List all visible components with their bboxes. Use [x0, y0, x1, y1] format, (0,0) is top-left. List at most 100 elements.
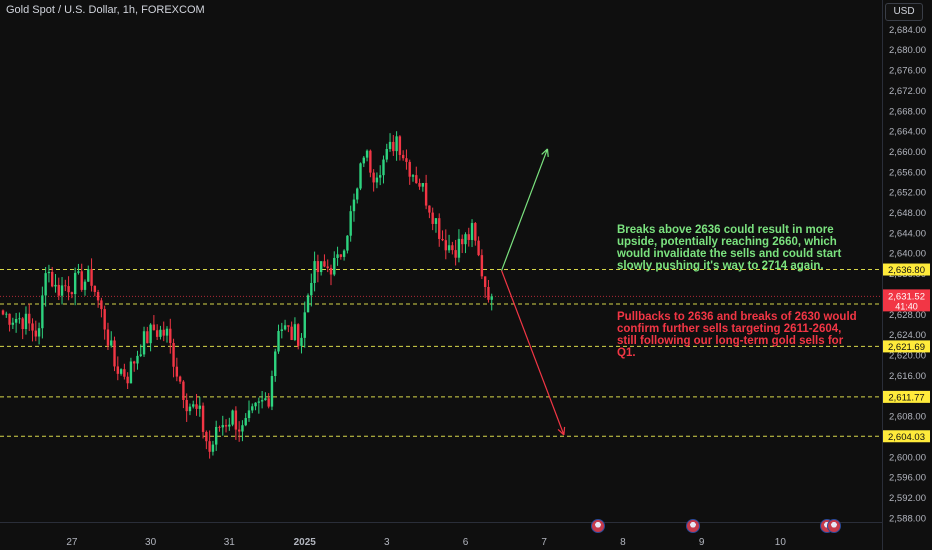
- candle[interactable]: [215, 426, 218, 445]
- candle[interactable]: [415, 175, 418, 184]
- candle[interactable]: [133, 361, 136, 364]
- candle[interactable]: [411, 175, 415, 177]
- candle[interactable]: [136, 355, 139, 364]
- economic-event-flag-icon[interactable]: [590, 519, 605, 533]
- candle[interactable]: [162, 329, 165, 336]
- candle[interactable]: [274, 351, 277, 376]
- candle[interactable]: [195, 404, 198, 409]
- candle[interactable]: [116, 366, 119, 374]
- candle[interactable]: [146, 331, 149, 344]
- candle[interactable]: [336, 254, 339, 258]
- candle[interactable]: [90, 269, 93, 286]
- candle[interactable]: [359, 163, 362, 189]
- candle[interactable]: [87, 269, 90, 282]
- candle[interactable]: [270, 375, 274, 407]
- candle[interactable]: [418, 183, 421, 187]
- candle[interactable]: [267, 398, 270, 407]
- candle[interactable]: [8, 313, 11, 325]
- candle[interactable]: [264, 398, 267, 401]
- candle[interactable]: [218, 426, 221, 428]
- candle[interactable]: [208, 441, 211, 452]
- candle[interactable]: [470, 223, 474, 240]
- candle[interactable]: [31, 323, 34, 331]
- candle[interactable]: [182, 381, 185, 401]
- candle[interactable]: [60, 285, 64, 296]
- candle[interactable]: [155, 330, 159, 337]
- candle[interactable]: [41, 295, 44, 329]
- candle[interactable]: [297, 324, 300, 346]
- candle[interactable]: [487, 286, 490, 300]
- candle[interactable]: [300, 337, 303, 346]
- candle[interactable]: [185, 400, 188, 412]
- candle[interactable]: [129, 361, 133, 384]
- candle[interactable]: [139, 354, 142, 356]
- economic-event-flag-icon[interactable]: [685, 519, 700, 533]
- candle[interactable]: [277, 330, 280, 352]
- candle[interactable]: [54, 284, 57, 287]
- candle[interactable]: [11, 322, 15, 325]
- candle[interactable]: [408, 161, 411, 177]
- candle[interactable]: [159, 329, 162, 337]
- candle[interactable]: [73, 272, 77, 295]
- candle[interactable]: [457, 238, 461, 258]
- candle[interactable]: [454, 250, 457, 258]
- candle[interactable]: [385, 148, 388, 160]
- candle[interactable]: [57, 284, 60, 296]
- candle[interactable]: [438, 218, 441, 239]
- candle[interactable]: [100, 300, 103, 310]
- candle[interactable]: [201, 405, 205, 432]
- currency-selector[interactable]: USD: [885, 3, 923, 21]
- candle[interactable]: [1, 310, 5, 315]
- candle[interactable]: [251, 406, 254, 411]
- candle[interactable]: [464, 234, 467, 245]
- candle[interactable]: [70, 292, 74, 295]
- candle[interactable]: [44, 273, 47, 296]
- candle[interactable]: [395, 136, 398, 152]
- candle[interactable]: [421, 182, 425, 187]
- candle[interactable]: [401, 154, 405, 159]
- candle[interactable]: [362, 157, 365, 164]
- candle[interactable]: [428, 205, 431, 213]
- candle[interactable]: [490, 296, 493, 300]
- candle[interactable]: [346, 235, 349, 251]
- candle[interactable]: [178, 376, 182, 382]
- symbol-title[interactable]: Gold Spot / U.S. Dollar, 1h, FOREXCOM: [6, 4, 205, 16]
- candle[interactable]: [323, 261, 326, 267]
- candle[interactable]: [169, 328, 172, 344]
- candle[interactable]: [382, 159, 385, 176]
- candle[interactable]: [398, 136, 402, 155]
- candle[interactable]: [474, 223, 477, 241]
- candle[interactable]: [110, 340, 113, 346]
- candle[interactable]: [149, 324, 152, 344]
- candle[interactable]: [290, 326, 293, 340]
- candle[interactable]: [80, 271, 83, 290]
- candle[interactable]: [392, 141, 395, 152]
- candle[interactable]: [260, 400, 264, 402]
- candle[interactable]: [303, 312, 306, 338]
- candle[interactable]: [103, 309, 106, 330]
- candle[interactable]: [18, 318, 21, 320]
- candle[interactable]: [447, 245, 451, 251]
- candle[interactable]: [333, 257, 336, 275]
- candle[interactable]: [329, 267, 333, 275]
- candle[interactable]: [441, 238, 444, 241]
- candle[interactable]: [310, 282, 313, 296]
- candle[interactable]: [280, 329, 283, 331]
- candle[interactable]: [237, 429, 241, 432]
- economic-event-flag-icon[interactable]: [826, 519, 841, 533]
- candle[interactable]: [313, 261, 316, 283]
- bearish-arrow[interactable]: [500, 270, 565, 436]
- candle[interactable]: [319, 261, 323, 273]
- candle[interactable]: [461, 238, 464, 245]
- candle[interactable]: [480, 255, 484, 277]
- candle[interactable]: [172, 343, 175, 367]
- candle[interactable]: [126, 376, 129, 384]
- candle[interactable]: [241, 425, 244, 432]
- candle[interactable]: [349, 211, 352, 236]
- candle[interactable]: [405, 158, 408, 162]
- candle[interactable]: [356, 188, 359, 200]
- candle[interactable]: [372, 172, 375, 183]
- candle[interactable]: [224, 425, 228, 427]
- candle[interactable]: [316, 261, 320, 273]
